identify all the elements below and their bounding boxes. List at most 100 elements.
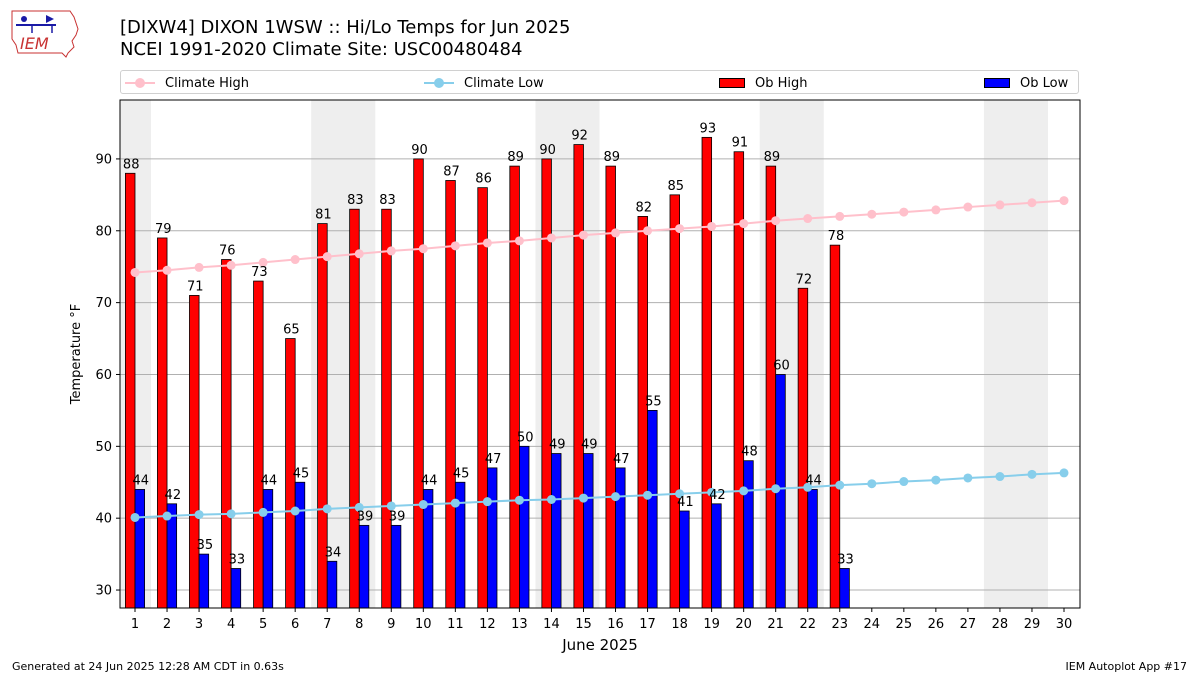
- legend-label-climate-high: Climate High: [165, 75, 250, 91]
- x-tick-label: 20: [735, 617, 752, 632]
- ob-high-swatch-icon: [719, 78, 745, 88]
- ob-high-bar: [541, 158, 552, 609]
- x-tick-label: 19: [703, 617, 720, 632]
- y-tick-label: 40: [95, 512, 112, 527]
- ob-low-value-label: 33: [229, 552, 246, 567]
- climate-high-point: [130, 267, 140, 277]
- x-tick-label: 15: [575, 617, 592, 632]
- climate-high-line: [134, 199, 1065, 274]
- climate-high-point: [322, 252, 332, 262]
- climate-low-point: [482, 497, 492, 507]
- ob-high-value-label: 89: [603, 150, 620, 165]
- ob-high-value-label: 73: [251, 265, 268, 280]
- climate-low-point: [803, 482, 813, 492]
- climate-low-point: [514, 495, 524, 505]
- ob-low-bar: [711, 503, 722, 609]
- climate-low-point: [931, 475, 941, 485]
- climate-high-point: [546, 233, 556, 243]
- ob-low-value-label: 48: [741, 445, 758, 460]
- iem-logo: IEM: [11, 10, 79, 58]
- climate-low-point: [1059, 468, 1069, 478]
- x-tick-label: 11: [447, 617, 464, 632]
- ob-high-value-label: 92: [571, 129, 588, 144]
- climate-high-point: [739, 219, 749, 229]
- ob-low-bar: [198, 553, 210, 609]
- ob-low-value-label: 35: [197, 538, 214, 553]
- ob-low-value-label: 49: [581, 438, 598, 453]
- ob-high-bar: [349, 208, 360, 609]
- x-tick-label: 16: [607, 617, 624, 632]
- legend-label-climate-low: Climate Low: [464, 75, 544, 91]
- climate-low-point: [354, 502, 364, 512]
- ob-low-bar: [647, 410, 658, 609]
- climate-low-point: [899, 477, 909, 487]
- ob-high-value-label: 89: [507, 150, 524, 165]
- climate-high-point: [611, 228, 621, 238]
- ob-high-value-label: 79: [155, 222, 172, 237]
- climate-low-point: [450, 498, 460, 508]
- x-tick-label: 17: [639, 617, 656, 632]
- climate-high-point: [707, 221, 717, 231]
- ob-low-value-label: 47: [613, 452, 630, 467]
- ob-low-bar: [807, 489, 818, 609]
- climate-low-line: [134, 471, 1065, 519]
- ob-high-value-label: 72: [796, 272, 813, 287]
- ob-low-value-label: 60: [773, 358, 790, 373]
- x-tick-label: 10: [415, 617, 432, 632]
- ob-low-value-label: 45: [293, 466, 310, 481]
- climate-high-point: [162, 265, 172, 275]
- climate-high-point: [1059, 196, 1069, 206]
- ob-low-bar: [743, 460, 754, 609]
- climate-low-point: [578, 493, 588, 503]
- ob-high-bar: [157, 237, 168, 609]
- legend-item-climate-high: Climate High: [125, 74, 249, 92]
- ob-low-bar: [326, 560, 338, 609]
- climate-low-line-icon: [424, 78, 454, 88]
- climate-high-point: [835, 211, 845, 221]
- climate-high-point: [675, 224, 685, 234]
- climate-high-point: [867, 209, 877, 219]
- climate-low-point: [707, 487, 717, 497]
- ob-low-value-label: 39: [389, 509, 406, 524]
- climate-high-point: [514, 236, 524, 246]
- ob-low-bar: [839, 568, 850, 609]
- ob-low-value-label: 45: [453, 466, 470, 481]
- climate-low-point: [867, 479, 877, 489]
- climate-low-point: [162, 511, 172, 521]
- ob-low-swatch-icon: [984, 78, 1010, 88]
- ob-low-value-label: 47: [485, 452, 502, 467]
- legend: Climate High Climate Low Ob High Ob Low: [120, 70, 1079, 94]
- bar-value-labels: 88 79 71 76 73 65 81 83 83 90 87 86 89 90 92 89 82 85 93 91…: [123, 121, 854, 567]
- x-tick-label: 26: [928, 617, 945, 632]
- climate-high-point: [226, 260, 236, 270]
- climate-high-point: [354, 249, 364, 259]
- legend-item-climate-low: Climate Low: [424, 74, 544, 92]
- climate-high-point: [290, 255, 300, 265]
- grid-lines: [120, 158, 1080, 591]
- ob-low-bar: [358, 524, 370, 609]
- ob-high-value-label: 83: [379, 193, 396, 208]
- climate-low-point: [322, 504, 332, 514]
- x-tick-label: 28: [992, 617, 1009, 632]
- ob-high-value-label: 76: [219, 244, 236, 259]
- ob-low-value-label: 44: [261, 473, 278, 488]
- legend-label-ob-high: Ob High: [755, 75, 808, 91]
- climate-high-point: [194, 262, 204, 272]
- logo-text: IEM: [20, 34, 49, 53]
- ob-low-value-label: 44: [133, 473, 150, 488]
- ob-high-bar: [797, 287, 809, 609]
- ob-high-value-label: 85: [668, 179, 685, 194]
- ob-high-bar: [509, 165, 520, 609]
- ob-low-value-label: 42: [709, 488, 726, 503]
- climate-high-point: [643, 226, 653, 236]
- ob-low-value-label: 44: [421, 473, 438, 488]
- ob-low-value-label: 42: [165, 488, 182, 503]
- climate-high-point: [1027, 198, 1037, 208]
- ob-high-bar: [189, 295, 200, 609]
- plot-frame: [119, 99, 1081, 609]
- ob-high-bar: [381, 208, 392, 609]
- ob-high-value-label: 91: [732, 136, 749, 151]
- chart-subtitle: NCEI 1991-2020 Climate Site: USC00480484: [120, 39, 523, 60]
- climate-low-point: [290, 506, 300, 516]
- climate-high-line-icon: [125, 78, 155, 88]
